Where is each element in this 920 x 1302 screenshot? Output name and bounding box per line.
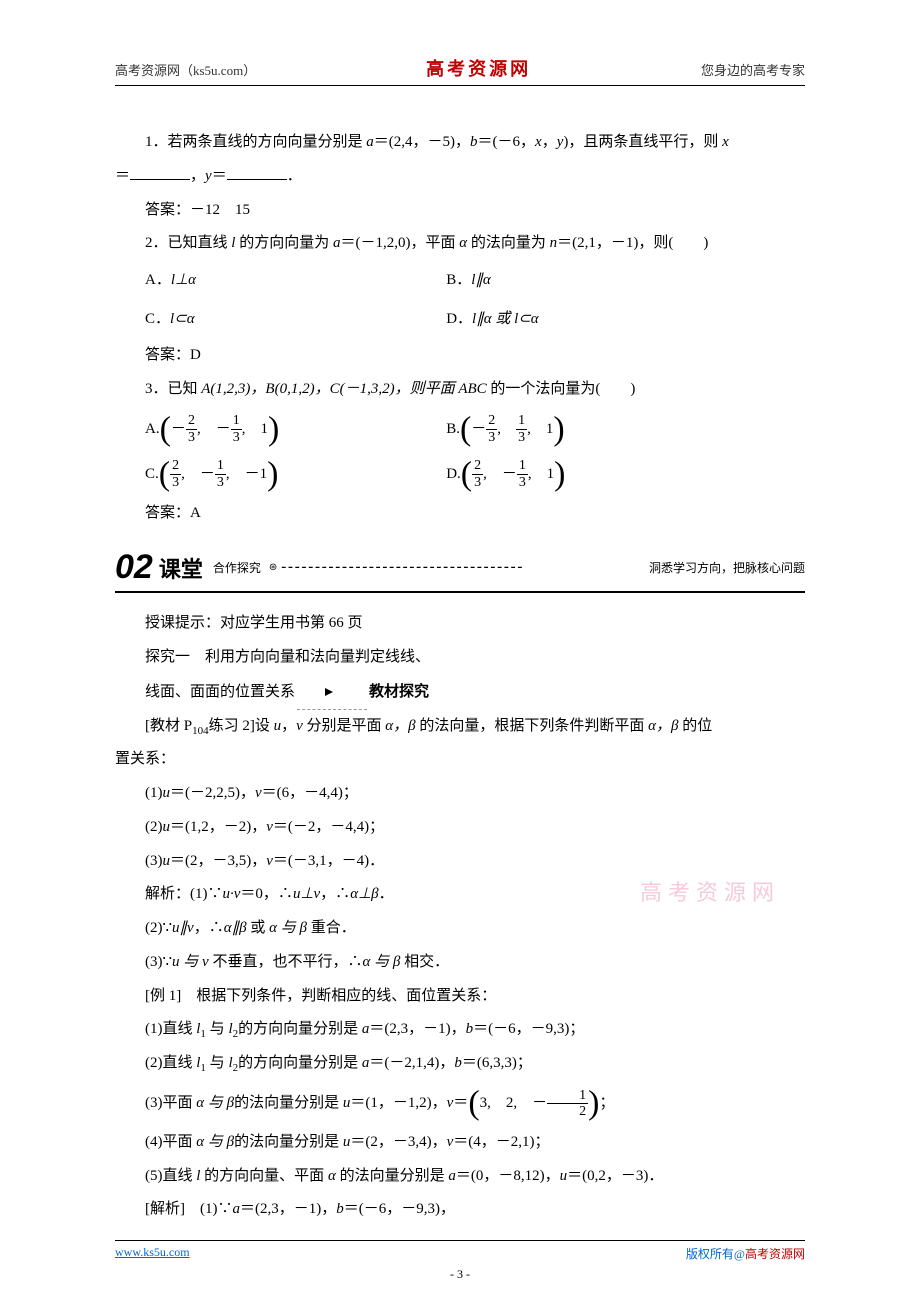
arrow-icon xyxy=(297,675,367,710)
banner-underline xyxy=(115,591,805,593)
q3-row-cd: C.(23, －13, －1) D.(23, －13, 1) xyxy=(115,452,805,497)
ex1-1: (1)直线 l1 与 l2的方向向量分别是 a＝(2,3，－1)，b＝(－6，－… xyxy=(115,1013,805,1047)
ex1-4: (4)平面 α 与 β的法向量分别是 u＝(2，－3,4)，v＝(4，－2,1)… xyxy=(115,1126,805,1160)
page-footer: www.ks5u.com 版权所有@高考资源网 xyxy=(115,1240,805,1262)
cond-1: (1)u＝(－2,2,5)，v＝(6，－4,4)； xyxy=(115,777,805,811)
arrow-circle-icon: ⊛ xyxy=(269,562,277,573)
watermark: 高考资源网 xyxy=(640,875,780,907)
q1-line1: 1．若两条直线的方向向量分别是 a＝(2,4，－5)，b＝(－6，x，y)，且两… xyxy=(115,126,805,160)
ex1-3: (3)平面 α 与 β的法向量分别是 u＝(1，－1,2)，v＝(3, 2, －… xyxy=(115,1081,805,1126)
section-number: 02 xyxy=(115,548,153,587)
textbook-ref-2: 置关系： xyxy=(115,743,805,777)
ex1-2: (2)直线 l1 与 l2的方向向量分别是 a＝(－2,1,4)，b＝(6,3,… xyxy=(115,1047,805,1081)
q1-line2: ＝，y＝． xyxy=(115,160,805,194)
section-title: 课堂 xyxy=(159,552,203,584)
explore-1b: 线面、面面的位置关系教材探究 xyxy=(115,675,805,710)
section-subtitle: 合作探究 xyxy=(213,559,261,576)
q2-answer: 答案：D xyxy=(115,339,805,373)
page-header: 高考资源网（ks5u.com） 高考资源网 您身边的高考专家 xyxy=(115,55,805,86)
banner-dashes: - - - - - - - - - - - - - - - - - - - - … xyxy=(281,559,643,576)
sol-3: (3)∵u 与 v 不垂直，也不平行，∴α 与 β 相交． xyxy=(115,946,805,980)
q2-row-cd: C．l⊂α D．l∥α 或 l⊂α xyxy=(115,300,805,339)
q2-stem: 2．已知直线 l 的方向向量为 a＝(－1,2,0)，平面 α 的法向量为 n＝… xyxy=(115,227,805,261)
footer-url: www.ks5u.com xyxy=(115,1245,190,1262)
cond-3: (3)u＝(2，－3,5)，v＝(－3,1，－4)． xyxy=(115,845,805,879)
example-1: [例 1] 根据下列条件，判断相应的线、面位置关系： xyxy=(115,980,805,1014)
q2-row-ab: A．l⊥α B．l∥α xyxy=(115,261,805,300)
q1-answer: 答案：－12 15 xyxy=(115,194,805,228)
section-tagline: 洞悉学习方向，把脉核心问题 xyxy=(649,559,805,576)
section-banner: 02 课堂 合作探究 ⊛ - - - - - - - - - - - - - -… xyxy=(115,548,805,587)
ex1-5: (5)直线 l 的方向向量、平面 α 的法向量分别是 a＝(0，－8,12)，u… xyxy=(115,1160,805,1194)
cond-2: (2)u＝(1,2，－2)，v＝(－2，－4,4)； xyxy=(115,811,805,845)
blank-x xyxy=(130,165,190,180)
q3-stem: 3．已知 A(1,2,3)，B(0,1,2)，C(－1,3,2)，则平面 ABC… xyxy=(115,373,805,407)
blank-y xyxy=(227,165,287,180)
footer-copyright: 版权所有@高考资源网 xyxy=(686,1245,805,1262)
explore-1a: 探究一 利用方向向量和法向量判定线线、 xyxy=(115,641,805,675)
sol-2: (2)∵u∥v，∴α∥β 或 α 与 β 重合． xyxy=(115,912,805,946)
header-center: 高考资源网 xyxy=(426,55,531,81)
textbook-ref: [教材 P104练习 2]设 u，v 分别是平面 α，β 的法向量，根据下列条件… xyxy=(115,710,805,744)
header-left: 高考资源网（ks5u.com） xyxy=(115,60,256,79)
page-number: - 3 - xyxy=(0,1267,920,1282)
q3-row-ab: A.(－23, －13, 1) B.(－23, 13, 1) xyxy=(115,407,805,452)
ex1-sol: [解析] (1)∵a＝(2,3，－1)，b＝(－6，－9,3)， xyxy=(115,1193,805,1227)
q3-answer: 答案：A xyxy=(115,497,805,531)
header-right: 您身边的高考专家 xyxy=(701,60,805,79)
teach-tip: 授课提示：对应学生用书第 66 页 xyxy=(115,607,805,641)
